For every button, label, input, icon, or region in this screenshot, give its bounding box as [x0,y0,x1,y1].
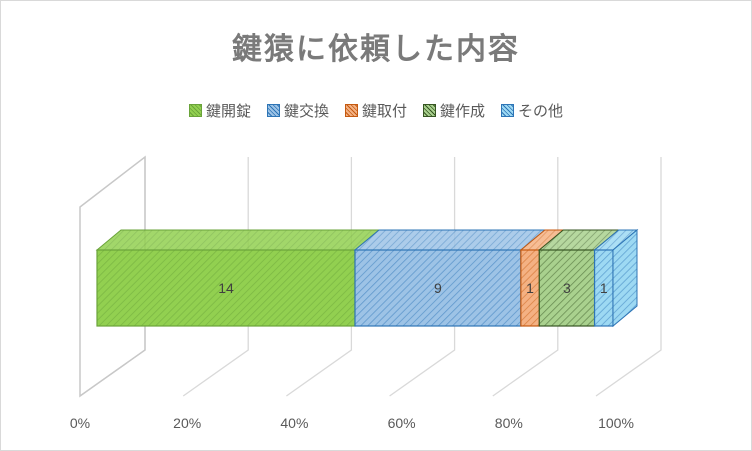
bar-segment [353,229,547,327]
gridline [595,157,662,397]
legend-label: 鍵交換 [283,102,329,120]
bar-segment [537,229,620,327]
x-tick-label: 100% [598,415,634,431]
bar-segment [593,228,639,328]
legend-item: 鍵取付 [344,100,407,121]
data-label: 3 [563,280,571,296]
x-tick-label: 80% [495,415,523,431]
legend-swatch [501,104,515,117]
legend-label: 鍵取付 [361,102,407,120]
legend-item: その他 [501,100,563,121]
data-label: 14 [218,280,234,296]
data-label: 1 [600,280,608,296]
legend-item: 鍵作成 [423,100,485,121]
side-wall [79,155,146,398]
chart-title: 鍵猿に依頼した内容 [232,32,520,67]
gridline [286,157,353,397]
gridline [492,157,559,397]
legend-label: 鍵開錠 [205,102,251,120]
x-tick-label: 20% [173,415,201,431]
data-label: 9 [434,280,442,296]
legend-label: 鍵作成 [440,102,486,120]
legend-swatch [266,104,280,117]
bar-segment [95,229,381,327]
legend-swatch [423,104,436,117]
gridline [182,157,249,397]
legend-item: 鍵交換 [266,100,329,121]
gridline [389,157,456,397]
x-tick-label: 0% [70,415,90,431]
x-tick-label: 40% [280,415,308,431]
x-tick-label: 60% [388,415,416,431]
legend-item: 鍵開錠 [188,100,251,121]
legend-label: その他 [518,102,564,120]
legend-swatch [188,104,202,117]
data-label: 1 [526,280,534,296]
legend-swatch [344,104,358,117]
chart-legend: 鍵開錠 鍵交換 鍵取付 鍵作成 その他 [0,100,752,121]
